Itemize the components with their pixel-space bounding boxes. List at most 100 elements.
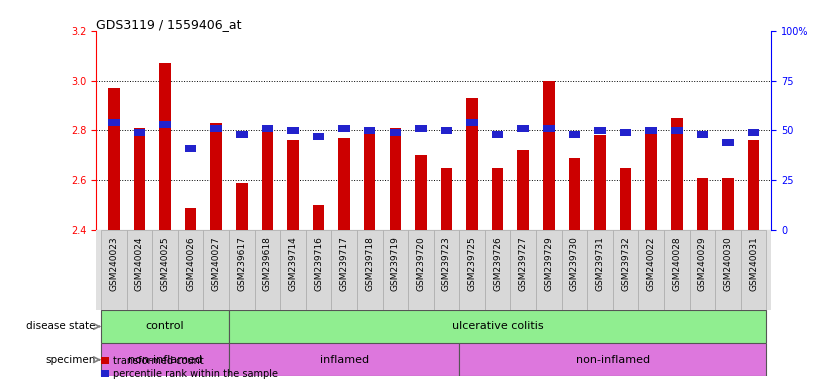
Bar [364, 131, 375, 230]
Text: GSM240031: GSM240031 [749, 237, 758, 291]
Text: disease state: disease state [27, 321, 96, 331]
Bar [101, 343, 229, 376]
Bar [108, 88, 119, 230]
Bar [690, 230, 716, 310]
Bar [210, 123, 222, 230]
Bar [408, 230, 434, 310]
Text: GSM240024: GSM240024 [135, 237, 144, 291]
Text: GSM239725: GSM239725 [468, 237, 476, 291]
Bar [696, 131, 708, 138]
Bar [440, 127, 452, 134]
Bar [460, 230, 485, 310]
Text: GSM239719: GSM239719 [391, 237, 399, 291]
Bar [185, 145, 196, 152]
Text: non-inflamed: non-inflamed [575, 355, 650, 365]
Bar [492, 168, 504, 230]
Bar [460, 343, 766, 376]
Bar [466, 98, 478, 230]
Bar [357, 230, 383, 310]
Bar [178, 230, 203, 310]
Bar [543, 81, 555, 230]
Text: specimen: specimen [46, 355, 96, 365]
Text: GSM239729: GSM239729 [545, 237, 553, 291]
Text: GSM239732: GSM239732 [621, 237, 631, 291]
Text: GSM240025: GSM240025 [160, 237, 169, 291]
Bar [331, 230, 357, 310]
Bar [595, 127, 605, 134]
Bar [569, 131, 580, 138]
Text: inflamed: inflamed [319, 355, 369, 365]
Bar [415, 156, 427, 230]
Text: GSM240023: GSM240023 [109, 237, 118, 291]
Bar [517, 125, 529, 132]
Text: GSM239730: GSM239730 [570, 237, 579, 291]
Bar [236, 131, 248, 138]
Text: GSM239718: GSM239718 [365, 237, 374, 291]
Bar [383, 230, 408, 310]
Bar [466, 119, 478, 126]
Text: GSM239717: GSM239717 [339, 237, 349, 291]
Bar [587, 230, 613, 310]
Bar [722, 139, 734, 146]
Bar [638, 230, 664, 310]
Text: GSM239617: GSM239617 [237, 237, 246, 291]
Bar [671, 118, 682, 230]
Bar [159, 121, 171, 128]
Bar [306, 230, 331, 310]
Text: GSM240029: GSM240029 [698, 237, 707, 291]
Bar [101, 230, 127, 310]
Bar [613, 230, 638, 310]
Bar [389, 128, 401, 230]
Bar [696, 178, 708, 230]
Bar [722, 178, 734, 230]
Bar [748, 129, 759, 136]
Bar [748, 141, 759, 230]
Bar [440, 168, 452, 230]
Bar [339, 125, 350, 132]
Bar [716, 230, 741, 310]
Legend: transformed count, percentile rank within the sample: transformed count, percentile rank withi… [101, 356, 279, 379]
Bar [127, 230, 153, 310]
Bar [620, 129, 631, 136]
Text: GDS3119 / 1559406_at: GDS3119 / 1559406_at [96, 18, 241, 31]
Bar [485, 230, 510, 310]
Bar [254, 230, 280, 310]
Bar [434, 230, 460, 310]
Text: GSM240030: GSM240030 [723, 237, 732, 291]
Bar [153, 230, 178, 310]
Bar [536, 230, 561, 310]
Text: GSM240027: GSM240027 [212, 237, 221, 291]
Bar [620, 168, 631, 230]
Bar [517, 151, 529, 230]
Bar [671, 127, 682, 134]
Bar [492, 131, 504, 138]
Bar [561, 230, 587, 310]
Bar [280, 230, 306, 310]
Bar [569, 158, 580, 230]
Text: GSM240028: GSM240028 [672, 237, 681, 291]
Text: GSM239720: GSM239720 [416, 237, 425, 291]
Text: GSM239618: GSM239618 [263, 237, 272, 291]
Bar [389, 129, 401, 136]
Bar [210, 125, 222, 132]
Bar [203, 230, 229, 310]
Bar [229, 230, 254, 310]
Text: GSM239731: GSM239731 [595, 237, 605, 291]
Bar [287, 127, 299, 134]
Bar [510, 230, 536, 310]
Bar [287, 141, 299, 230]
Bar [229, 310, 766, 343]
Bar [741, 230, 766, 310]
Bar [236, 183, 248, 230]
Bar [415, 125, 427, 132]
Bar [229, 343, 460, 376]
Text: GSM239716: GSM239716 [314, 237, 323, 291]
Bar [133, 129, 145, 136]
Bar [646, 131, 657, 230]
Text: GSM240026: GSM240026 [186, 237, 195, 291]
Bar [313, 205, 324, 230]
Bar [262, 131, 273, 230]
Text: ulcerative colitis: ulcerative colitis [452, 321, 544, 331]
Bar [339, 138, 350, 230]
Text: non-inflamed: non-inflamed [128, 355, 202, 365]
